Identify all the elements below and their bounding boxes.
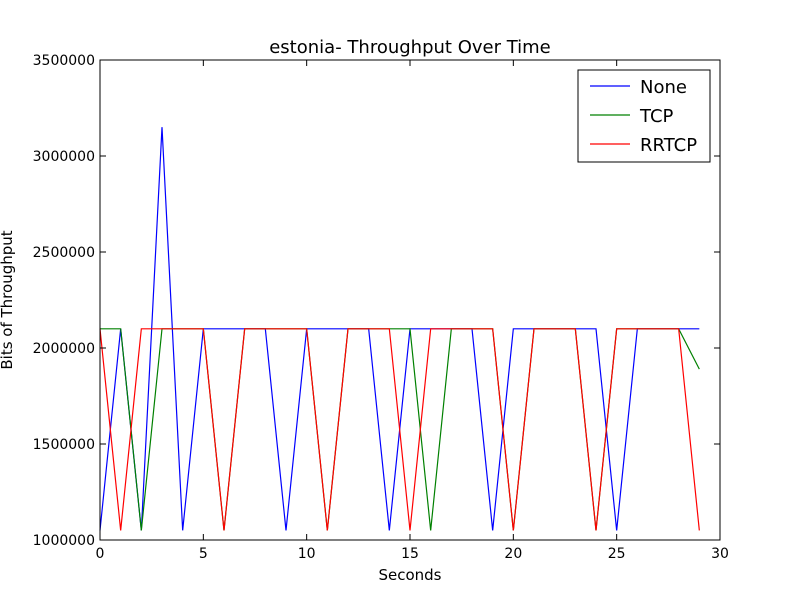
x-tick-label: 30: [711, 546, 729, 562]
x-tick-label: 10: [298, 546, 316, 562]
legend-label-none: None: [640, 77, 687, 98]
chart-title: estonia- Throughput Over Time: [269, 37, 551, 58]
y-tick-label: 1500000: [33, 437, 95, 453]
legend-label-tcp: TCP: [639, 106, 674, 127]
ticks: 0 5 10 15 20 25 30 1000000 1500000 2000000 2500000…: [33, 53, 729, 562]
plot-lines: [99, 127, 700, 531]
y-axis-label: Bits of Throughput: [0, 230, 16, 369]
y-tick-label: 3500000: [33, 53, 95, 69]
y-tick-label: 1000000: [33, 533, 95, 549]
x-tick-label: 15: [401, 546, 419, 562]
y-tick-label: 3000000: [33, 149, 95, 165]
y-tick-label: 2500000: [33, 245, 95, 261]
x-tick-label: 5: [199, 546, 208, 562]
y-tick-label: 2000000: [33, 341, 95, 357]
series-line-rrtcp: [99, 328, 700, 531]
x-axis-label: Seconds: [378, 566, 441, 584]
x-tick-label: 25: [608, 546, 626, 562]
legend-label-rrtcp: RRTCP: [640, 135, 697, 156]
legend-box: [577, 69, 711, 163]
x-tick-label: 20: [504, 546, 522, 562]
x-tick-label: 0: [96, 546, 105, 562]
legend: None TCP RRTCP: [577, 69, 711, 163]
